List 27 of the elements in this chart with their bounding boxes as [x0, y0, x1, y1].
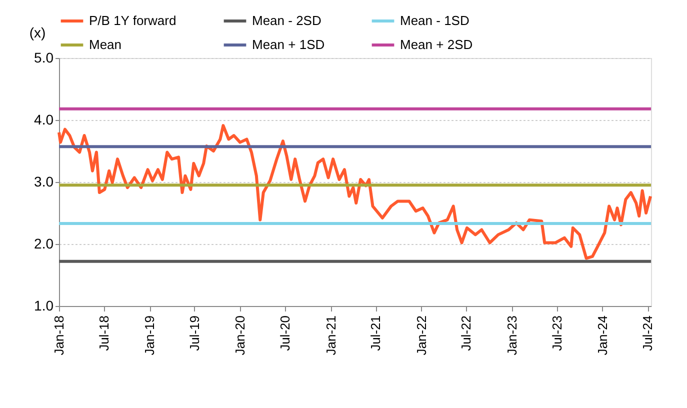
line-series — [58, 124, 652, 260]
y-tick-label: 2.0 — [34, 236, 54, 252]
legend-label: Mean + 2SD — [400, 37, 473, 52]
legend-label: Mean — [89, 37, 122, 52]
x-tick-label: Jan-19 — [142, 316, 158, 356]
x-tick-label: Jul-20 — [278, 316, 293, 351]
y-tick-label: 3.0 — [34, 174, 54, 190]
x-tick-label: Jul-18 — [96, 316, 112, 351]
x-tick-label: Jul-19 — [186, 316, 202, 351]
x-tick-label: Jul-22 — [458, 316, 474, 351]
y-tick-label: 4.0 — [34, 112, 54, 128]
x-tick-label: Jan-22 — [414, 316, 429, 356]
legend-label: Mean - 2SD — [252, 13, 322, 28]
x-tick-label: Jul-24 — [640, 316, 656, 351]
y-tick-label: 5.0 — [34, 50, 54, 66]
x-tick-label: Jan-24 — [594, 316, 610, 356]
x-tick-label: Jan-18 — [52, 316, 66, 356]
y-axis-title: (x) — [29, 24, 46, 40]
legend-label: Mean + 1SD — [252, 37, 325, 52]
x-tick-label: Jan-20 — [232, 316, 248, 356]
x-tick-label: Jul-23 — [549, 316, 564, 351]
x-tick-label: Jan-21 — [323, 316, 338, 356]
x-tick-label: Jan-23 — [504, 316, 520, 356]
y-tick-label: 1.0 — [34, 298, 54, 314]
legend-label: Mean - 1SD — [400, 13, 470, 28]
x-tick-label: Jul-21 — [368, 316, 384, 351]
legend-label: P/B 1Y forward — [89, 13, 176, 28]
